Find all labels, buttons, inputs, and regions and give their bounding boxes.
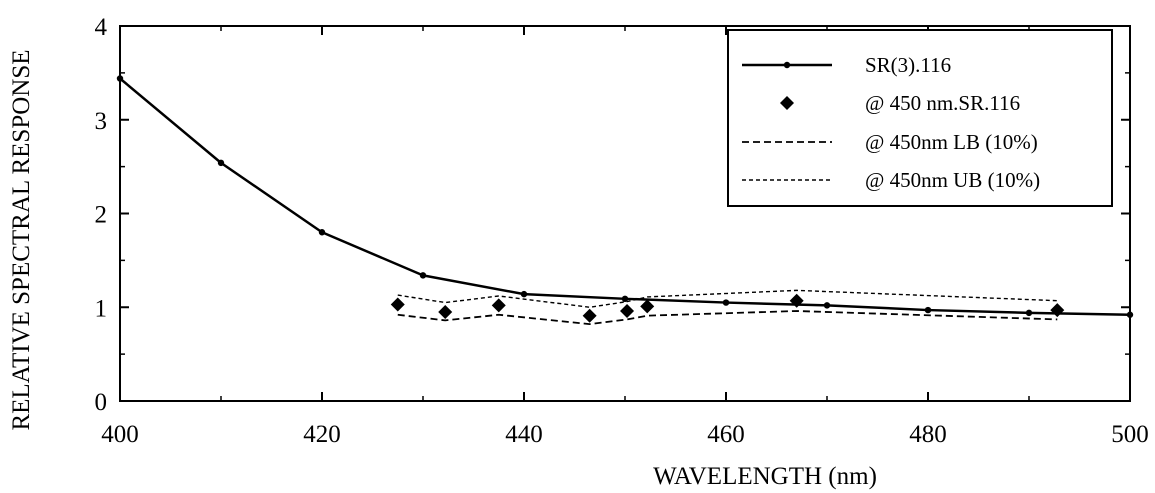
legend-box	[727, 29, 1113, 207]
y-tick-label: 1	[95, 295, 108, 322]
y-tick-label: 4	[95, 14, 108, 41]
series-line-2	[397, 310, 1058, 326]
legend-label: @ 450nm LB (10%)	[865, 130, 1038, 154]
line-point	[1025, 309, 1033, 317]
line-point	[116, 75, 124, 82]
diamond-point	[640, 299, 655, 314]
line-point	[520, 290, 528, 298]
x-tick-label: 500	[1111, 421, 1149, 448]
legend-swatch-dot	[783, 61, 791, 69]
series-line-3	[397, 289, 1058, 308]
x-tick-label: 460	[707, 421, 745, 448]
y-axis-title: RELATIVE SPECTRAL RESPONSE	[8, 49, 35, 430]
diamond-point	[789, 293, 804, 308]
line-point	[621, 295, 629, 303]
diamond-point	[582, 308, 597, 323]
y-tick-label: 3	[95, 108, 108, 135]
legend-swatch-diamond	[780, 96, 794, 110]
diamond-point	[620, 304, 635, 318]
line-point	[419, 272, 427, 279]
diamond-point	[1050, 303, 1065, 318]
y-tick-label: 0	[95, 389, 108, 416]
x-tick-label: 400	[101, 421, 139, 448]
line-point	[1126, 311, 1134, 318]
diamond-point	[438, 304, 453, 319]
legend-label: @ 450nm UB (10%)	[865, 168, 1040, 192]
diamond-point	[390, 297, 405, 312]
line-point	[823, 302, 831, 309]
diamond-point	[491, 298, 506, 313]
x-axis-title: WAVELENGTH (nm)	[653, 463, 877, 490]
line-point	[924, 306, 932, 314]
legend-label: @ 450 nm.SR.116	[865, 91, 1020, 115]
x-tick-label: 420	[303, 421, 341, 448]
y-tick-label: 2	[95, 202, 108, 229]
x-tick-label: 480	[909, 421, 947, 448]
x-tick-label: 440	[505, 421, 543, 448]
legend-label: SR(3).116	[865, 53, 951, 77]
line-point	[217, 159, 225, 167]
line-point	[722, 299, 730, 306]
line-point	[318, 229, 326, 236]
